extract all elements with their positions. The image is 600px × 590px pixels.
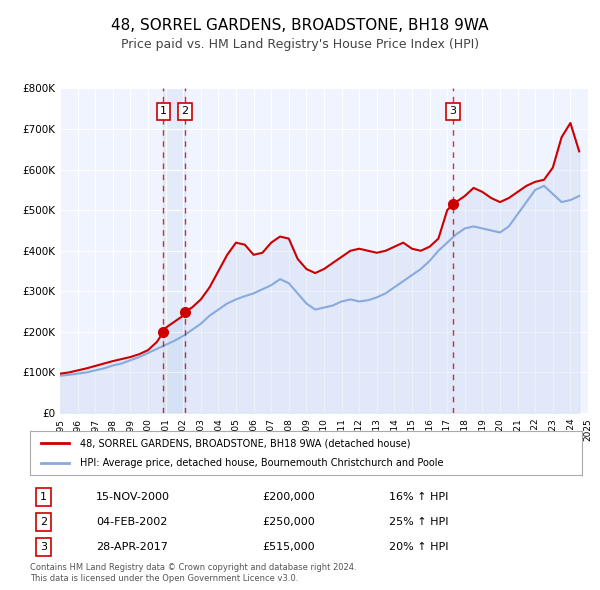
Text: 1: 1 — [40, 492, 47, 502]
Text: 28-APR-2017: 28-APR-2017 — [96, 542, 168, 552]
Text: 3: 3 — [40, 542, 47, 552]
Text: 2: 2 — [40, 517, 47, 527]
Text: £200,000: £200,000 — [262, 492, 314, 502]
Text: 20% ↑ HPI: 20% ↑ HPI — [389, 542, 448, 552]
Text: Contains HM Land Registry data © Crown copyright and database right 2024.
This d: Contains HM Land Registry data © Crown c… — [30, 563, 356, 583]
Text: Price paid vs. HM Land Registry's House Price Index (HPI): Price paid vs. HM Land Registry's House … — [121, 38, 479, 51]
Text: 25% ↑ HPI: 25% ↑ HPI — [389, 517, 448, 527]
Bar — [163, 88, 185, 413]
Text: 15-NOV-2000: 15-NOV-2000 — [96, 492, 170, 502]
Text: 48, SORREL GARDENS, BROADSTONE, BH18 9WA (detached house): 48, SORREL GARDENS, BROADSTONE, BH18 9WA… — [80, 438, 410, 448]
Text: 04-FEB-2002: 04-FEB-2002 — [96, 517, 167, 527]
Text: 1: 1 — [160, 106, 167, 116]
Text: 48, SORREL GARDENS, BROADSTONE, BH18 9WA: 48, SORREL GARDENS, BROADSTONE, BH18 9WA — [111, 18, 489, 32]
Text: 2: 2 — [181, 106, 188, 116]
Text: HPI: Average price, detached house, Bournemouth Christchurch and Poole: HPI: Average price, detached house, Bour… — [80, 458, 443, 467]
Text: £250,000: £250,000 — [262, 517, 314, 527]
Text: 3: 3 — [449, 106, 457, 116]
Text: 16% ↑ HPI: 16% ↑ HPI — [389, 492, 448, 502]
Text: £515,000: £515,000 — [262, 542, 314, 552]
